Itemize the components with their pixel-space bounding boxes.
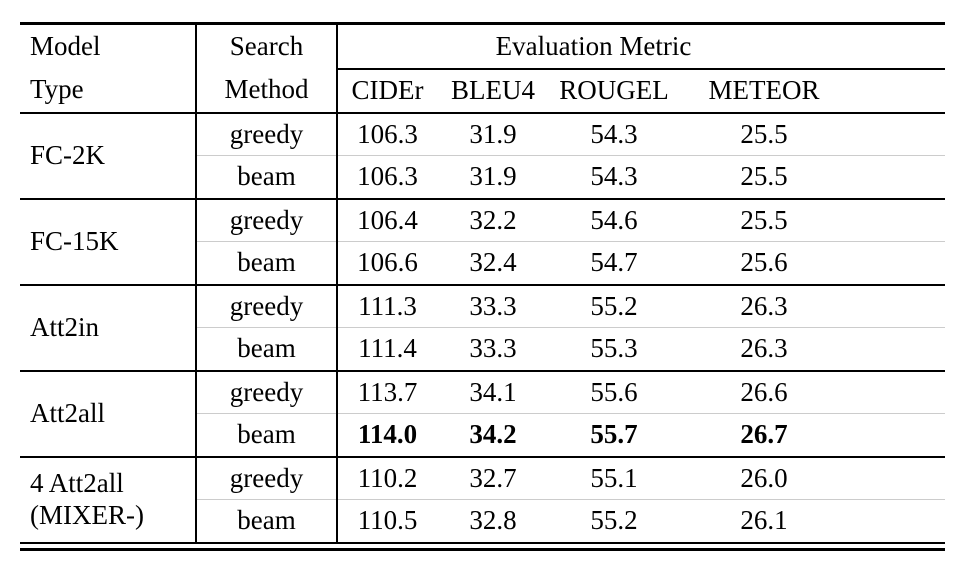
metric-value-cell: 111.3 bbox=[358, 290, 417, 321]
metric-value-cell: 31.9 bbox=[469, 118, 517, 149]
filler-cell bbox=[849, 413, 946, 458]
header-evaluation-metric: Evaluation Metric bbox=[337, 23, 946, 70]
metric-value-cell: 32.7 bbox=[469, 462, 517, 493]
metric-value-cell: 25.5 bbox=[740, 118, 788, 149]
table-row: FC-2K greedy 106.3 31.9 54.3 25.5 bbox=[20, 112, 945, 200]
header-search-method-line1: Search bbox=[196, 23, 338, 69]
metric-value-cell: 25.5 bbox=[740, 204, 788, 235]
metric-value-cell: 106.3 bbox=[357, 118, 418, 149]
table-row: Att2in greedy 111.3 33.3 55.2 26.3 bbox=[20, 284, 945, 372]
search-method-cell: greedy bbox=[196, 370, 338, 414]
metric-value-cell: 32.8 bbox=[437, 499, 549, 544]
metric-value-cell: 34.2 bbox=[437, 413, 549, 458]
search-method-cell: beam bbox=[196, 241, 338, 286]
table-row: Att2all greedy 113.7 34.1 55.6 26.6 bbox=[20, 370, 945, 458]
filler-cell bbox=[849, 113, 945, 156]
header-filler-cell bbox=[849, 68, 946, 114]
model-name-cell: 4 Att2all (MIXER-) bbox=[20, 456, 197, 544]
table-row: beam 110.5 32.8 55.2 26.1 bbox=[20, 499, 946, 544]
header-row-2: Type Method CIDEr BLEU4 ROUGEL METEOR bbox=[20, 68, 946, 114]
search-method-cell: beam bbox=[196, 327, 338, 372]
model-name-line2: (MIXER-) bbox=[30, 499, 144, 530]
table-header: Model Search Evaluation Metric Type Meth… bbox=[20, 23, 946, 114]
header-row-1: Model Search Evaluation Metric bbox=[20, 23, 946, 70]
metric-value-cell: 25.5 bbox=[679, 155, 849, 200]
filler-cell bbox=[849, 371, 945, 414]
table-row: beam 106.6 32.4 54.7 25.6 bbox=[20, 241, 946, 286]
metric-value-cell: 26.3 bbox=[679, 327, 849, 372]
metric-value-cell: 55.1 bbox=[590, 462, 638, 493]
metric-value-cell: 33.3 bbox=[469, 290, 517, 321]
filler-cell bbox=[849, 327, 946, 372]
metric-value-cell: 54.3 bbox=[549, 155, 679, 200]
search-method-cell: greedy bbox=[196, 456, 338, 500]
model-name-cell: FC-2K bbox=[20, 112, 197, 200]
filler-cell bbox=[849, 499, 946, 544]
metric-value-cell: 33.3 bbox=[437, 327, 549, 372]
metric-value-cell: 54.3 bbox=[590, 118, 638, 149]
header-model-type-line1: Model bbox=[20, 23, 197, 69]
metric-value-cell: 110.5 bbox=[337, 499, 437, 544]
filler-cell bbox=[849, 241, 946, 286]
results-table: Model Search Evaluation Metric Type Meth… bbox=[20, 22, 946, 544]
header-col-cider: CIDEr bbox=[337, 68, 437, 114]
filler-cell bbox=[849, 155, 946, 200]
metric-value-cell: 55.6 bbox=[590, 376, 638, 407]
metric-value-cell: 54.7 bbox=[549, 241, 679, 286]
metric-value-cell: 32.4 bbox=[437, 241, 549, 286]
table-row: 4 Att2all (MIXER-) greedy 110.2 32.7 55.1 26.0 bbox=[20, 456, 945, 544]
metric-value-cell: 55.2 bbox=[590, 290, 638, 321]
filler-cell bbox=[849, 457, 945, 500]
metric-value-cell: 110.2 bbox=[357, 462, 418, 493]
search-method-cell: beam bbox=[196, 499, 338, 544]
search-method-cell: beam bbox=[196, 155, 338, 200]
metric-value-cell: 55.2 bbox=[549, 499, 679, 544]
metric-value-cell: 113.7 bbox=[357, 376, 418, 407]
search-method-cell: beam bbox=[196, 413, 338, 458]
model-name-cell: Att2all bbox=[20, 370, 197, 458]
metric-value-cell: 26.1 bbox=[679, 499, 849, 544]
metric-value-cell: 106.3 bbox=[337, 155, 437, 200]
header-col-meteor: METEOR bbox=[679, 68, 849, 114]
metric-value-cell: 26.6 bbox=[740, 376, 788, 407]
search-method-cell: greedy bbox=[196, 284, 338, 328]
search-method-cell: greedy bbox=[196, 112, 338, 156]
model-name-line1: 4 Att2all bbox=[30, 468, 124, 499]
metric-value-cell: 106.6 bbox=[337, 241, 437, 286]
metric-value-cell: 114.0 bbox=[337, 413, 437, 458]
metric-value-cell: 32.2 bbox=[469, 204, 517, 235]
results-table-wrapper: Model Search Evaluation Metric Type Meth… bbox=[20, 22, 946, 551]
metric-value-cell: 26.3 bbox=[740, 290, 788, 321]
metric-value-cell: 106.4 bbox=[357, 204, 418, 235]
metric-value-cell: 26.0 bbox=[740, 462, 788, 493]
metric-value-cell: 31.9 bbox=[437, 155, 549, 200]
header-model-type-line2: Type bbox=[20, 68, 197, 114]
filler-cell bbox=[849, 199, 945, 242]
header-col-bleu4: BLEU4 bbox=[437, 68, 549, 114]
metric-value-cell: 26.7 bbox=[679, 413, 849, 458]
table-row: FC-15K greedy 106.4 32.2 54.6 25.5 bbox=[20, 198, 945, 286]
metric-value-cell: 54.6 bbox=[590, 204, 638, 235]
model-name-cell: Att2in bbox=[20, 284, 197, 372]
metric-value-cell: 25.6 bbox=[679, 241, 849, 286]
metric-value-cell: 55.3 bbox=[549, 327, 679, 372]
table-row: beam 111.4 33.3 55.3 26.3 bbox=[20, 327, 946, 372]
filler-cell bbox=[849, 285, 945, 328]
metric-value-cell: 34.1 bbox=[469, 376, 517, 407]
table-row: beam 106.3 31.9 54.3 25.5 bbox=[20, 155, 946, 200]
metric-value-cell: 111.4 bbox=[337, 327, 437, 372]
table-body: FC-2K greedy 106.3 31.9 54.3 25.5 beam 106.3 31.… bbox=[20, 112, 946, 544]
header-search-method-line2: Method bbox=[196, 68, 338, 114]
search-method-cell: greedy bbox=[196, 198, 338, 242]
model-name-cell: FC-15K bbox=[20, 198, 197, 286]
header-col-rougel: ROUGEL bbox=[549, 68, 679, 114]
table-row: beam 114.0 34.2 55.7 26.7 bbox=[20, 413, 946, 458]
metric-value-cell: 55.7 bbox=[549, 413, 679, 458]
